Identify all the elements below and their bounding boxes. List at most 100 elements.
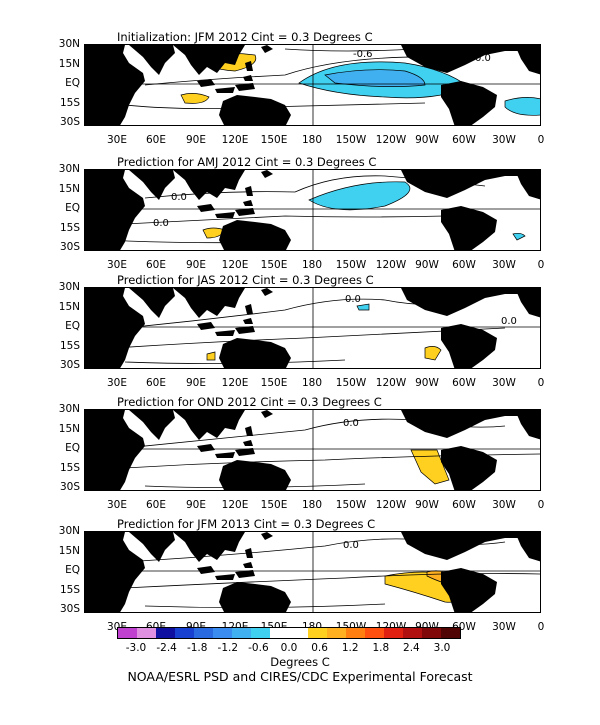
lat-label: 15N — [58, 183, 80, 195]
lat-label: 15S — [59, 584, 80, 596]
landmass — [441, 324, 497, 368]
lon-label: 30W — [492, 377, 516, 389]
lat-label: EQ — [65, 320, 80, 332]
landmass — [129, 45, 175, 75]
landmass — [401, 288, 540, 316]
sst-anomaly-map: 0.0 — [84, 531, 541, 613]
lat-label: 30N — [58, 281, 80, 293]
lat-label: 30N — [58, 403, 80, 415]
lon-label: 150W — [335, 134, 367, 146]
lon-label: 60W — [452, 134, 476, 146]
sst-anomaly-map: 0.0 0.0 — [84, 287, 541, 369]
colorbar-label: 2.4 — [403, 642, 420, 654]
lon-label: 180 — [301, 134, 323, 146]
landmass — [197, 562, 255, 580]
colorbar-label: -1.2 — [217, 642, 239, 654]
panel-title: Prediction for JFM 2013 Cint = 0.3 Degre… — [117, 517, 376, 531]
lon-label: 0 — [537, 259, 545, 271]
lon-label: 120E — [221, 134, 249, 146]
anomaly-shading — [356, 303, 370, 311]
colorbar-swatch — [194, 628, 213, 638]
colorbar-label: -3.0 — [125, 642, 147, 654]
map-canvas: 0.0 — [85, 410, 540, 490]
lon-label: 60W — [452, 499, 476, 511]
anomaly-shading — [504, 97, 540, 116]
lon-label: 90E — [186, 259, 206, 271]
map-canvas: 0.0 0.0 0.0 — [85, 170, 540, 250]
landmass — [515, 410, 540, 440]
landmass — [197, 318, 255, 336]
landmass — [197, 440, 255, 458]
lon-label: 60W — [452, 259, 476, 271]
lon-label: 30E — [107, 377, 127, 389]
contour-label: 0.0 — [343, 540, 359, 551]
lon-label: 180 — [301, 499, 323, 511]
lon-label: 90E — [186, 499, 206, 511]
colorbar-swatch — [175, 628, 194, 638]
lat-label: 30S — [59, 116, 80, 128]
forecast-panel: Prediction for JAS 2012 Cint = 0.3 Degre… — [0, 273, 600, 393]
colorbar-units: Degrees C — [270, 655, 330, 669]
lon-label: 90W — [415, 499, 439, 511]
landmass — [515, 45, 540, 75]
panel-title: Prediction for AMJ 2012 Cint = 0.3 Degre… — [117, 155, 377, 169]
lat-label: 30S — [59, 481, 80, 493]
landmass — [85, 532, 145, 612]
lon-label: 180 — [301, 377, 323, 389]
colorbar-swatch — [308, 628, 327, 638]
landmass — [197, 200, 255, 218]
landmass — [173, 410, 245, 440]
lat-label: EQ — [65, 564, 80, 576]
panel-title: Prediction for OND 2012 Cint = 0.3 Degre… — [117, 395, 382, 409]
lon-label: 120W — [375, 134, 407, 146]
landmass — [219, 460, 291, 490]
landmass — [173, 170, 245, 200]
anomaly-shading — [180, 93, 210, 104]
lat-label: EQ — [65, 77, 80, 89]
lat-label: 30N — [58, 38, 80, 50]
landmass — [85, 45, 145, 125]
colorbar-label: 0.0 — [280, 642, 298, 654]
landmass — [197, 75, 255, 93]
lon-label: 150E — [260, 134, 288, 146]
colorbar-swatch — [327, 628, 346, 638]
landmass — [219, 338, 291, 368]
lon-label: 30E — [107, 499, 127, 511]
landmass — [245, 410, 273, 436]
landmass — [245, 532, 273, 558]
lon-label: 150E — [260, 377, 288, 389]
landmass — [401, 170, 540, 198]
colorbar-label: 1.8 — [372, 642, 390, 654]
lon-label: 0 — [537, 499, 545, 511]
lon-label: 120E — [221, 377, 249, 389]
lon-label: 90E — [186, 377, 206, 389]
contour-label: 0.0 — [345, 294, 361, 305]
colorbar-label: -1.8 — [186, 642, 208, 654]
map-canvas: 0.0 0.0 — [85, 288, 540, 368]
anomaly-shading — [308, 181, 411, 211]
landmass — [515, 170, 540, 200]
colorbar-label: -0.6 — [248, 642, 269, 654]
colorbar-label: -2.4 — [156, 642, 177, 654]
lat-label: EQ — [65, 202, 80, 214]
lon-label: 150W — [335, 259, 367, 271]
forecast-panel: Prediction for AMJ 2012 Cint = 0.3 Degre… — [0, 155, 600, 275]
landmass — [129, 532, 175, 562]
forecast-panel: Prediction for JFM 2013 Cint = 0.3 Degre… — [0, 517, 600, 637]
lon-label: 90E — [186, 134, 206, 146]
landmass — [515, 532, 540, 562]
anomaly-shading — [324, 69, 426, 87]
landmass — [441, 568, 497, 612]
contour-label: 0.0 — [343, 418, 359, 429]
lon-label: 60E — [146, 377, 166, 389]
contour-label: 0.0 — [435, 182, 451, 193]
landmass — [173, 288, 245, 318]
sst-anomaly-map: 0.0 0.0 0.0 — [84, 169, 541, 251]
lon-label: 120W — [375, 377, 407, 389]
lon-label: 90W — [415, 377, 439, 389]
landmass — [245, 170, 273, 196]
colorbar-swatch — [384, 628, 403, 638]
sst-anomaly-map: -0.6 0.0 — [84, 44, 541, 126]
map-canvas: 0.0 — [85, 532, 540, 612]
lat-label: 15N — [58, 58, 80, 70]
